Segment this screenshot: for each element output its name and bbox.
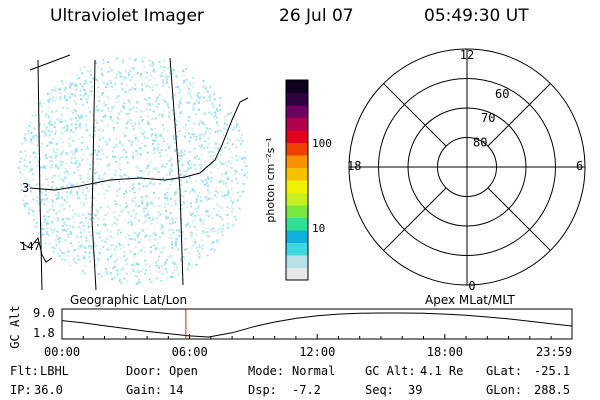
seq-value: 39 xyxy=(408,383,423,397)
colorbar-band xyxy=(286,130,308,143)
gain-value: 14 xyxy=(169,383,184,397)
timeline-x-label: 06:00 xyxy=(171,345,208,359)
colorbar-tick-label: 10 xyxy=(312,221,326,235)
mode-value: Normal xyxy=(292,364,336,378)
colorbar-band xyxy=(286,217,308,231)
geographic-label: Geographic Lat/Lon xyxy=(70,293,188,307)
colorbar-band xyxy=(286,267,308,281)
glon-value: 288.5 xyxy=(534,383,571,397)
instrument-title: Ultraviolet Imager xyxy=(50,6,204,26)
colorbar-band xyxy=(286,242,308,256)
polar-mlt-panel[interactable]: 12 18 6 0 60 70 80 xyxy=(340,45,595,295)
gc-alt-value: 4.1 Re xyxy=(420,364,464,378)
meridian-line xyxy=(37,59,43,290)
filter-label: Flt: xyxy=(10,364,39,378)
colorbar: photon cm⁻²s⁻¹ xyxy=(264,79,309,281)
y-tick-top: 9.0 xyxy=(33,306,55,320)
timeline-tick-marks xyxy=(61,334,573,339)
mlt-label-0: 0 xyxy=(468,279,475,293)
ip-value: 36.0 xyxy=(34,383,63,397)
meridian-line xyxy=(169,57,184,286)
colorbar-band xyxy=(286,117,308,131)
timeline-x-label: 23:59 xyxy=(536,345,573,359)
latitude-line xyxy=(29,97,249,191)
gain-label: Gain: xyxy=(126,383,163,397)
observation-time: 05:49:30 UT xyxy=(424,6,529,26)
colorbar-band xyxy=(286,192,308,206)
polar-grid xyxy=(348,48,586,286)
observation-date: 26 Jul 07 xyxy=(279,6,354,26)
mlt-label-18: 18 xyxy=(347,159,361,173)
colorbar-band xyxy=(286,230,308,243)
door-value: Open xyxy=(169,364,198,378)
mlat-label: 80 xyxy=(473,135,487,149)
mlt-label-6: 6 xyxy=(576,159,583,173)
geographic-image-panel[interactable]: 3 1 47 xyxy=(0,40,260,290)
mode-label: Mode: xyxy=(248,364,285,378)
colorbar-band xyxy=(286,255,308,268)
coastline xyxy=(19,236,53,263)
filter-value: LBHL xyxy=(40,364,69,378)
gc-alt-label: GC Alt: xyxy=(365,364,416,378)
door-label: Door: xyxy=(126,364,163,378)
colorbar-unit-label: photon cm⁻²s⁻¹ xyxy=(264,137,277,222)
colorbar-band xyxy=(286,105,308,118)
mlt-diagonal xyxy=(487,83,551,147)
lat-label: 1 xyxy=(20,240,27,253)
lat-label: 3 xyxy=(22,181,29,195)
colorbar-band xyxy=(286,80,308,93)
dsp-label: Dsp: xyxy=(248,383,277,397)
timeline-x-label: 18:00 xyxy=(426,345,463,359)
timeline-x-label: 12:00 xyxy=(299,345,336,359)
glat-value: -25.1 xyxy=(534,364,571,378)
glon-label: GLon: xyxy=(486,383,523,397)
colorbar-tick-label: 100 xyxy=(312,136,332,150)
colorbar-band xyxy=(286,155,308,168)
apex-label: Apex MLat/MLT xyxy=(425,293,515,307)
altitude-curve xyxy=(61,312,573,338)
mlt-diagonal xyxy=(383,187,447,251)
mlat-label: 60 xyxy=(495,87,509,101)
meridian-line xyxy=(91,59,97,290)
mlt-diagonal xyxy=(383,83,447,147)
glat-label: GLat: xyxy=(486,364,523,378)
mlat-label: 70 xyxy=(481,111,495,125)
colorbar-band xyxy=(286,92,308,106)
orbit-timeline[interactable] xyxy=(0,300,600,360)
dsp-value: -7.2 xyxy=(292,383,321,397)
timeline-x-label: 00:00 xyxy=(44,345,81,359)
lat-label: 47 xyxy=(27,240,40,253)
colorbar-band xyxy=(286,180,308,193)
seq-label: Seq: xyxy=(365,383,394,397)
geographic-grid xyxy=(19,54,249,290)
colorbar-band xyxy=(286,142,308,156)
mlt-label-12: 12 xyxy=(460,48,474,62)
y-tick-bottom: 1.8 xyxy=(33,326,55,340)
ip-label: IP: xyxy=(10,383,32,397)
colorbar-band xyxy=(286,167,308,181)
uv-emission-speckle xyxy=(18,55,248,285)
coastline xyxy=(29,54,71,71)
mlt-diagonal xyxy=(487,187,551,251)
colorbar-gradient xyxy=(286,80,308,281)
colorbar-band xyxy=(286,205,308,218)
